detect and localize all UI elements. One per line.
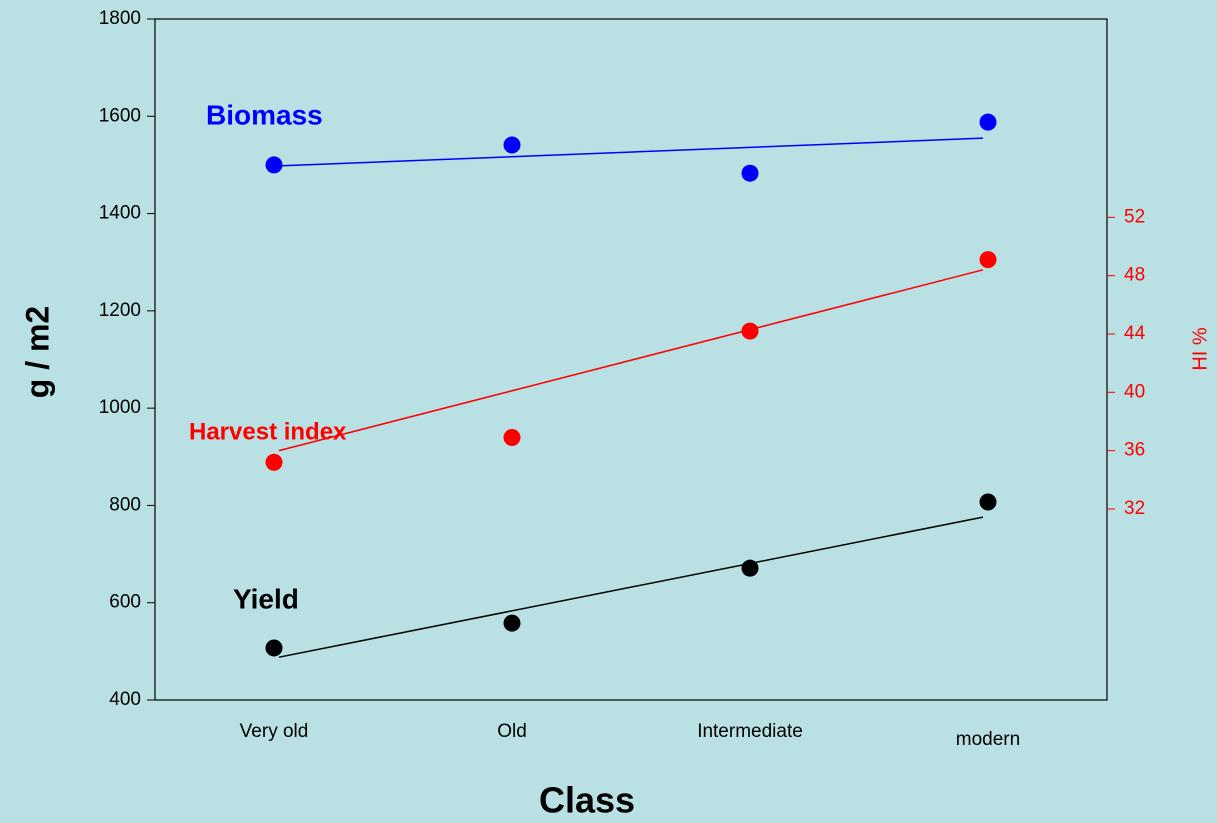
data-point [979, 493, 997, 511]
series-label: Yield [233, 583, 299, 614]
data-point [979, 251, 997, 269]
data-point [741, 559, 759, 577]
y2-axis-label: HI % [1189, 327, 1211, 371]
data-point [503, 429, 521, 447]
x-tick-label: modern [956, 729, 1020, 750]
y2-tick-label: 36 [1124, 440, 1145, 461]
y-tick-label: 1200 [99, 300, 141, 321]
y2-tick-label: 44 [1124, 323, 1146, 344]
series-label: Biomass [206, 99, 323, 130]
y-tick-label: 400 [109, 689, 141, 710]
y2-tick-label: 32 [1124, 498, 1145, 519]
y-tick-label: 800 [109, 494, 141, 515]
series-label: Harvest index [189, 418, 347, 445]
data-point [979, 113, 997, 131]
y-tick-label: 600 [109, 592, 141, 613]
data-point [741, 322, 759, 340]
data-point [265, 156, 283, 174]
y-axis-label: g / m2 [19, 306, 55, 398]
x-tick-label: Intermediate [697, 721, 803, 742]
y2-tick-label: 48 [1124, 265, 1145, 286]
y-tick-label: 1000 [99, 397, 141, 418]
data-point [265, 639, 283, 657]
trend-line [278, 516, 984, 658]
trend-line [278, 137, 984, 167]
x-tick-label: Old [497, 721, 527, 742]
y-tick-label: 1800 [99, 8, 141, 29]
y2-tick-label: 52 [1124, 206, 1145, 227]
y2-tick-label: 40 [1124, 381, 1145, 402]
x-tick-label: Very old [240, 721, 309, 742]
data-point [265, 453, 283, 471]
plot-frame [154, 18, 1108, 701]
data-point [503, 614, 521, 632]
y-tick-label: 1600 [99, 105, 141, 126]
data-point [741, 164, 759, 182]
y-tick-label: 1400 [99, 203, 141, 224]
x-axis-label: Class [539, 780, 635, 821]
data-point [503, 136, 521, 154]
trend-line [278, 269, 984, 452]
